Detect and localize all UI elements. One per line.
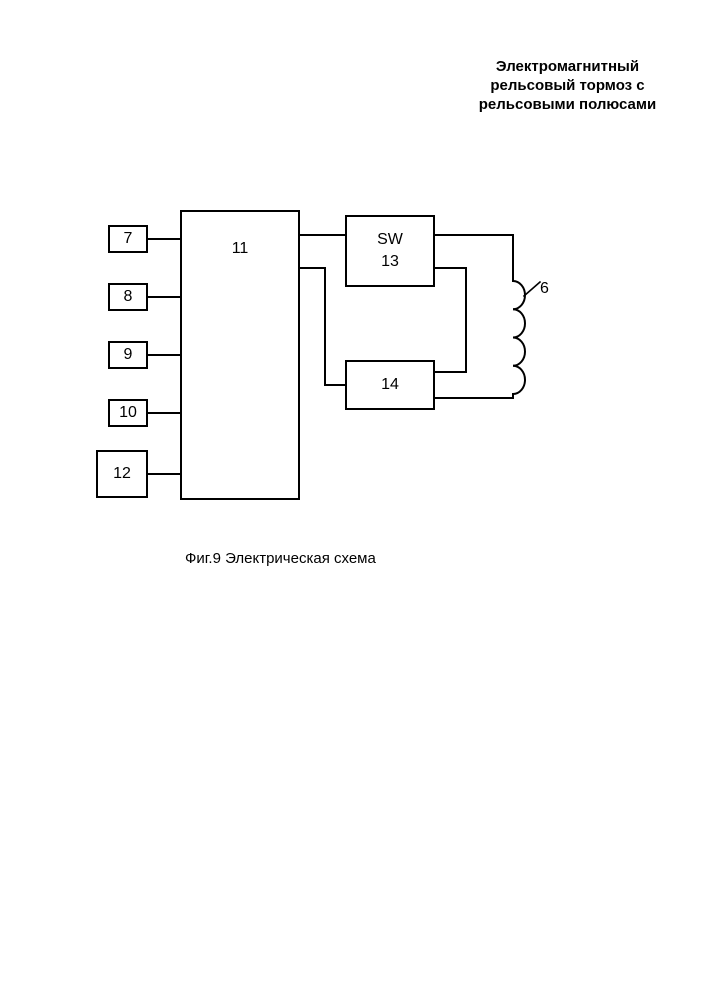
node-10: 10: [108, 399, 148, 427]
node-13-label-a: SW: [377, 229, 403, 251]
node-14: 14: [345, 360, 435, 410]
node-11: 11: [180, 210, 300, 500]
node-10-label: 10: [119, 404, 137, 422]
node-13-sw: SW 13: [345, 215, 435, 287]
node-7: 7: [108, 225, 148, 253]
node-8: 8: [108, 283, 148, 311]
node-9-label: 9: [124, 346, 133, 364]
node-8-label: 8: [124, 288, 133, 306]
node-14-label: 14: [381, 376, 399, 394]
schematic-wires: [0, 0, 707, 1000]
node-7-label: 7: [124, 230, 133, 248]
page: Электромагнитныйрельсовый тормоз срельсо…: [0, 0, 707, 1000]
node-12-label: 12: [113, 465, 131, 483]
inductor-ref-label: 6: [540, 280, 549, 298]
header-title: Электромагнитныйрельсовый тормоз срельсо…: [470, 58, 665, 114]
node-11-label: 11: [182, 240, 298, 258]
node-13-label-b: 13: [381, 251, 399, 273]
figure-caption: Фиг.9 Электрическая схема: [185, 550, 376, 567]
node-12: 12: [96, 450, 148, 498]
node-9: 9: [108, 341, 148, 369]
